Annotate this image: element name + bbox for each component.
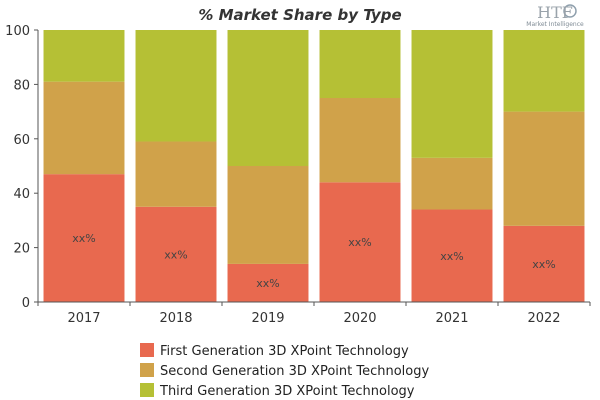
x-axis: 2017 2018 2019 2020 2021 2022 bbox=[37, 301, 591, 326]
legend-swatch-series-2 bbox=[140, 363, 154, 377]
bar-segment-2018-series-2 bbox=[135, 141, 217, 207]
data-label-2022: xx% bbox=[532, 258, 555, 271]
logo-text: HTF bbox=[537, 3, 573, 22]
legend-label-series-3: Third Generation 3D XPoint Technology bbox=[159, 384, 415, 399]
plot-area: xx% xx% xx% xx% xx% xx% bbox=[43, 30, 585, 302]
bar-segment-2021-series-2 bbox=[411, 157, 493, 210]
legend: First Generation 3D XPoint Technology Sec… bbox=[140, 343, 429, 399]
bar-segment-2018-series-3 bbox=[135, 30, 217, 142]
bar-segment-2020-series-3 bbox=[319, 30, 401, 98]
bar-segment-2022-series-2 bbox=[503, 111, 585, 226]
htf-logo: HTF Market Intelligence bbox=[526, 3, 584, 28]
bar-segment-2017-series-3 bbox=[43, 30, 125, 82]
data-label-2020: xx% bbox=[348, 236, 371, 249]
bar-segment-2021-series-3 bbox=[411, 30, 493, 158]
logo-subtext: Market Intelligence bbox=[526, 21, 584, 28]
y-tick-label: 60 bbox=[13, 133, 30, 148]
y-tick-label: 80 bbox=[13, 78, 30, 93]
bar-segment-2022-series-3 bbox=[503, 30, 585, 112]
bar-segment-2022-series-1 bbox=[503, 225, 585, 302]
x-tick-label: 2020 bbox=[343, 311, 376, 326]
chart-title: % Market Share by Type bbox=[198, 6, 401, 24]
data-label-2019: xx% bbox=[256, 277, 279, 290]
x-tick-label: 2017 bbox=[67, 311, 100, 326]
bar-segment-2021-series-1 bbox=[411, 209, 493, 302]
data-label-2018: xx% bbox=[164, 248, 187, 261]
bar-segment-2017-series-1 bbox=[43, 174, 125, 302]
bar-segment-2019-series-1 bbox=[227, 263, 309, 302]
bar-segment-2020-series-2 bbox=[319, 98, 401, 183]
y-tick-label: 40 bbox=[13, 187, 30, 202]
bar-segment-2019-series-3 bbox=[227, 30, 309, 166]
y-axis: 0 20 40 60 80 100 bbox=[5, 24, 39, 311]
x-tick-label: 2019 bbox=[251, 311, 284, 326]
legend-label-series-2: Second Generation 3D XPoint Technology bbox=[160, 364, 429, 379]
x-tick-label: 2018 bbox=[159, 311, 192, 326]
bar-segment-2017-series-2 bbox=[43, 81, 125, 175]
y-tick-label: 20 bbox=[13, 242, 30, 257]
x-tick-label: 2021 bbox=[435, 311, 468, 326]
bar-segment-2020-series-1 bbox=[319, 182, 401, 302]
x-tick-label: 2022 bbox=[527, 311, 560, 326]
y-tick-label: 0 bbox=[22, 296, 30, 311]
legend-label-series-1: First Generation 3D XPoint Technology bbox=[160, 344, 409, 359]
bar-segment-2019-series-2 bbox=[227, 166, 309, 264]
data-label-2021: xx% bbox=[440, 250, 463, 263]
data-label-2017: xx% bbox=[72, 232, 95, 245]
legend-swatch-series-3 bbox=[140, 383, 154, 397]
y-tick-label: 100 bbox=[5, 24, 30, 39]
bar-segment-2018-series-1 bbox=[135, 206, 217, 302]
legend-swatch-series-1 bbox=[140, 343, 154, 357]
